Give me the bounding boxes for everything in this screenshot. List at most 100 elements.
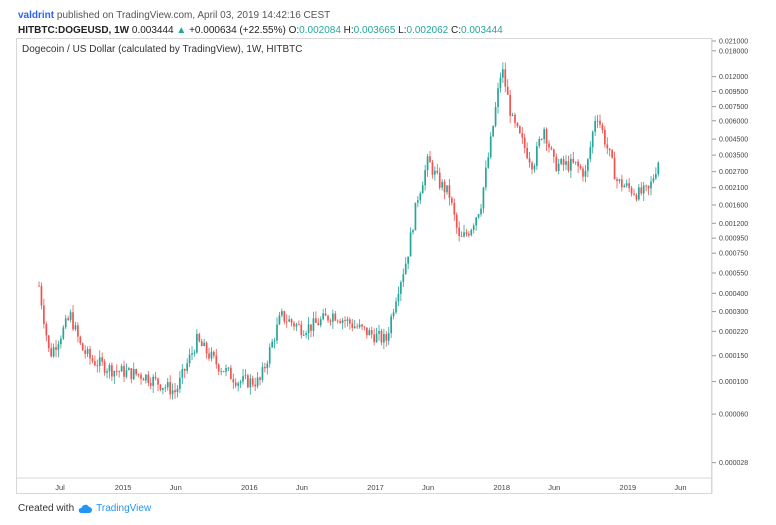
candle-body <box>81 343 84 351</box>
candle-body <box>242 376 244 382</box>
candle-body <box>383 334 385 343</box>
open-label: O: <box>288 25 300 36</box>
candle-body <box>300 324 303 336</box>
candle-body <box>254 384 257 387</box>
candle-body <box>98 357 101 367</box>
candle-body <box>419 193 422 201</box>
candle-body <box>640 187 643 194</box>
candle-body <box>208 353 210 359</box>
candle-body <box>400 282 402 294</box>
candle-body <box>213 351 215 356</box>
y-tick-label: 0.000300 <box>719 309 748 316</box>
candle-body <box>188 354 191 364</box>
candle-body <box>465 232 468 234</box>
candle-body <box>349 319 351 324</box>
candle-body <box>200 341 203 347</box>
candle-body <box>638 187 640 200</box>
candle-body <box>361 324 363 327</box>
open-value: 0.002084 <box>299 25 341 36</box>
candle-body <box>385 334 388 341</box>
y-tick-label: 0.003500 <box>719 153 748 160</box>
y-tick-label: 0.000750 <box>719 251 748 258</box>
candle-body <box>341 320 344 324</box>
candle-body <box>239 381 242 384</box>
candle-body <box>642 185 645 194</box>
candle-body <box>205 342 208 354</box>
candle-body <box>132 369 135 380</box>
chart-title: Dogecoin / US Dollar (calculated by Trad… <box>22 44 303 55</box>
y-tick-label: 0.002700 <box>719 169 748 176</box>
y-tick-label: 0.001600 <box>719 202 748 209</box>
candle-body <box>538 139 541 147</box>
candle-body <box>528 158 531 163</box>
candle-body <box>312 318 315 331</box>
candle-body <box>652 178 655 182</box>
y-tick-label: 0.000550 <box>719 270 748 277</box>
candle-body <box>268 347 271 364</box>
candle-body <box>72 312 74 330</box>
published-text: published on TradingView.com, April 03, … <box>56 10 331 21</box>
candle-body <box>380 331 383 343</box>
candle-body <box>366 327 368 336</box>
candle-body <box>591 131 594 148</box>
candle-body <box>492 125 494 137</box>
candle-body <box>594 121 596 132</box>
candle-body <box>477 214 480 218</box>
candle-body <box>74 325 77 330</box>
candle-body <box>582 168 584 177</box>
candle-body <box>196 333 198 353</box>
candle-body <box>630 187 633 194</box>
y-tick-label: 0.002100 <box>719 185 748 192</box>
last-price: 0.003444 <box>131 25 174 36</box>
x-tick-label: 2017 <box>367 483 384 492</box>
candle-body <box>441 181 444 188</box>
candle-body <box>115 371 118 372</box>
candle-body <box>327 315 329 321</box>
candle-body <box>555 156 558 171</box>
candle-body <box>84 350 87 354</box>
candle-body <box>526 147 528 159</box>
candle-body <box>278 315 281 325</box>
author-link[interactable]: valdrint <box>18 10 55 21</box>
candle-body <box>259 377 261 380</box>
candle-body <box>283 311 286 322</box>
y-tick-label: 0.000100 <box>719 379 748 386</box>
candle-body <box>509 94 511 116</box>
x-tick-label: Jun <box>674 483 686 492</box>
candle-body <box>310 324 312 331</box>
candle-body <box>533 165 536 170</box>
candle-body <box>237 383 240 386</box>
y-tick-label: 0.004500 <box>719 137 748 144</box>
candle-body <box>322 313 325 320</box>
candle-body <box>293 322 295 327</box>
candle-body <box>584 170 587 177</box>
candle-body <box>329 320 332 322</box>
candle-body <box>390 316 393 334</box>
candle-body <box>256 377 259 387</box>
candle-body <box>516 122 519 127</box>
candle-body <box>587 159 589 171</box>
candle-body <box>295 324 298 327</box>
candle-body <box>317 322 320 326</box>
candle-body <box>152 376 155 386</box>
candle-body <box>412 230 414 233</box>
created-with-text: Created with <box>18 503 75 514</box>
candle-body <box>271 341 274 348</box>
up-arrow-icon: ▲ <box>176 25 187 36</box>
candle-body <box>186 363 189 371</box>
symbol-name: HITBTC:DOGEUSD, 1W <box>18 25 130 36</box>
candle-body <box>118 371 121 373</box>
candle-body <box>606 144 609 149</box>
candle-body <box>290 319 293 323</box>
tradingview-logo-text[interactable]: TradingView <box>96 503 152 514</box>
candle-body <box>655 174 657 179</box>
candle-body <box>288 319 291 322</box>
candle-body <box>125 370 128 377</box>
candle-body <box>356 326 359 328</box>
candle-body <box>266 363 269 369</box>
candle-body <box>482 187 485 209</box>
candle-body <box>506 86 509 95</box>
candle-body <box>429 156 431 163</box>
candle-body <box>215 355 218 365</box>
